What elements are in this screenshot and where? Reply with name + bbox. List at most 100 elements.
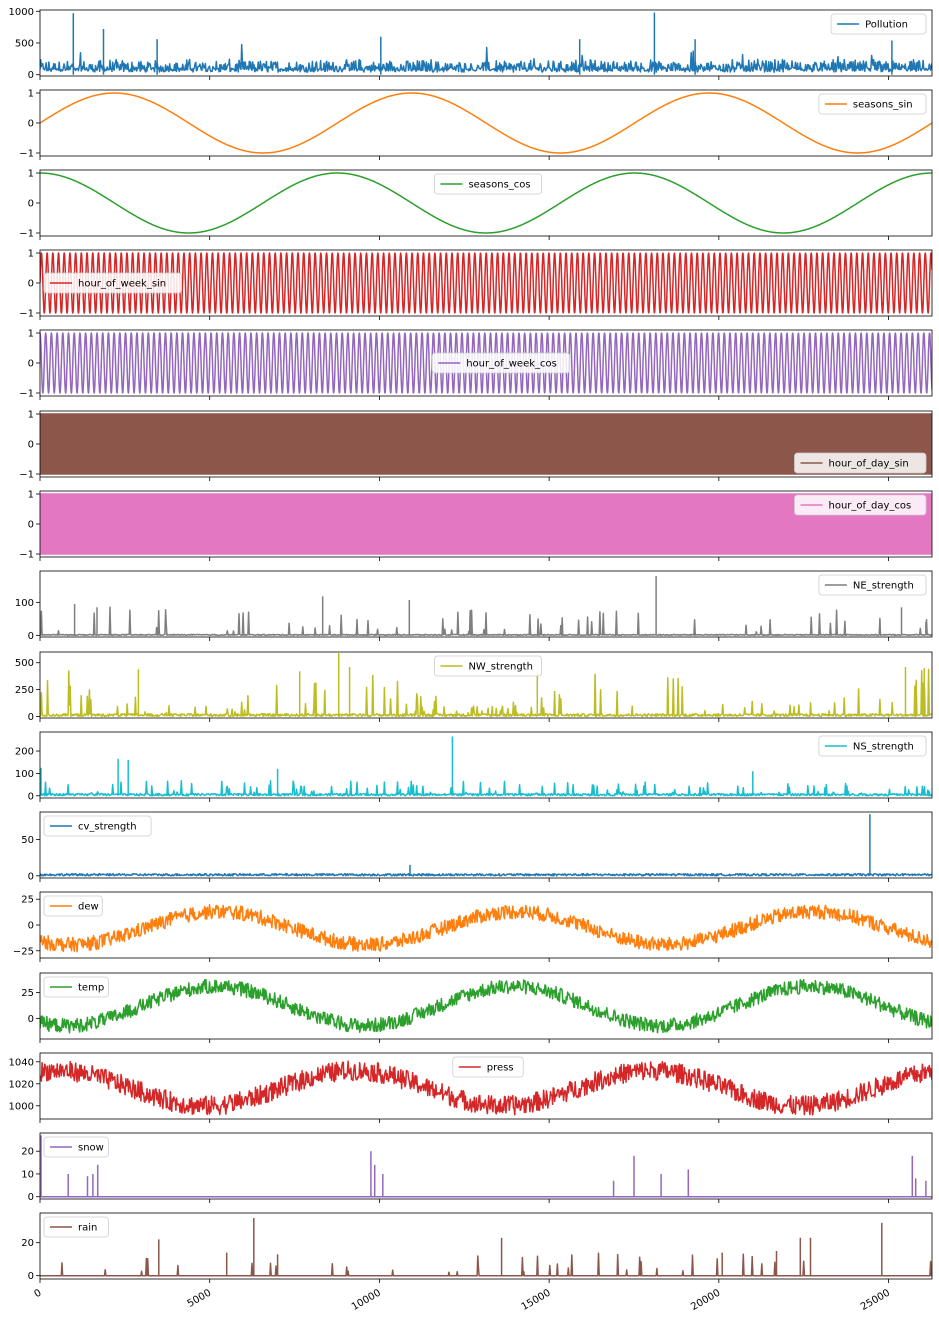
series-line — [40, 978, 932, 1034]
legend-label: rain — [78, 1223, 97, 1234]
panel-seasons-sin: −1 0 1 seasons_sin — [19, 89, 933, 160]
axes-frame — [39, 811, 933, 879]
y-tick-label: 250 — [15, 685, 34, 696]
legend-dew: dew — [43, 895, 103, 917]
axes-frame — [39, 1212, 933, 1280]
legend-press: press — [452, 1056, 524, 1078]
legend-label: NW_strength — [468, 662, 533, 673]
y-tick-label: 0 — [28, 631, 34, 642]
legend-label: seasons_sin — [853, 100, 913, 111]
x-tick-label: 0 — [32, 1288, 43, 1301]
legend-box — [818, 93, 927, 115]
y-tick-label: 0 — [28, 1271, 34, 1282]
y-tick-label: 1 — [28, 329, 34, 340]
series-line — [40, 668, 932, 718]
legend-label: press — [487, 1063, 514, 1074]
series-line — [40, 872, 932, 877]
series-temp — [40, 978, 932, 1034]
y-tick-label: 25 — [21, 895, 34, 906]
y-tick-label: 1 — [28, 490, 34, 501]
panel-temp: 0 25 temp — [21, 972, 933, 1043]
y-tick-label: 1000 — [9, 1101, 34, 1112]
series-line — [40, 172, 932, 234]
legend-ne-strength: NE_strength — [818, 574, 927, 596]
panel-dew: −25 0 25 dew — [13, 891, 933, 962]
y-tick-label: 20 — [21, 1147, 34, 1158]
panel-pollution: 0 500 1000 Pollution — [9, 7, 933, 81]
series-snow — [40, 1135, 932, 1198]
panel-snow: 0 10 20 snow — [21, 1132, 933, 1203]
axes-frame — [39, 891, 933, 959]
y-tick-label: −1 — [19, 389, 34, 400]
y-tick-label: 10 — [21, 1169, 34, 1180]
y-tick-label: 0 — [28, 871, 34, 882]
panel-hour-of-week-cos: −1 0 1 hour_of_week_cos — [19, 329, 933, 400]
legend-hour-of-day-cos: hour_of_day_cos — [794, 494, 927, 516]
series-line — [40, 1252, 932, 1277]
legend-label: NS_strength — [853, 742, 914, 753]
legend-seasons-sin: seasons_sin — [818, 93, 927, 115]
panel-hour-of-week-sin: −1 0 1 hour_of_week_sin — [19, 249, 933, 320]
y-tick-label: 100 — [15, 769, 34, 780]
legend-box — [43, 1136, 109, 1158]
y-tick-label: 1000 — [9, 7, 34, 18]
y-tick-label: 100 — [15, 598, 34, 609]
series-pollution — [40, 12, 932, 75]
series-dew — [40, 904, 932, 953]
series-seasons-cos — [40, 172, 932, 234]
legend-snow: snow — [43, 1136, 109, 1158]
legend-label: dew — [78, 902, 99, 913]
legend-box — [431, 352, 571, 374]
y-tick-label: 0 — [28, 1192, 34, 1203]
panel-ns-strength: 0 100 200 NS_strength — [15, 731, 933, 802]
series-band — [40, 494, 932, 554]
y-tick-label: 0 — [28, 70, 34, 81]
y-tick-label: 25 — [21, 988, 34, 999]
x-tick-label: 5000 — [186, 1288, 214, 1310]
legend-nw-strength: NW_strength — [434, 655, 542, 677]
series-line — [40, 92, 932, 154]
legend-label: hour_of_day_cos — [829, 501, 912, 512]
legend-label: temp — [78, 983, 104, 994]
legend-hour-of-week-sin: hour_of_week_sin — [43, 272, 183, 294]
legend-label: hour_of_day_sin — [829, 459, 909, 470]
series-cv-strength — [40, 814, 932, 877]
y-tick-label: 50 — [21, 835, 34, 846]
series-band — [40, 414, 932, 474]
series-hour-of-week-sin — [40, 252, 932, 314]
y-tick-label: 0 — [28, 1014, 34, 1025]
series-nw-strength — [40, 653, 932, 718]
y-tick-label: −1 — [19, 550, 34, 561]
y-tick-label: 0 — [28, 119, 34, 130]
axes-frame — [39, 972, 933, 1040]
legend-box — [830, 13, 927, 35]
x-tick-label: 15000 — [520, 1288, 553, 1313]
y-tick-label: −25 — [13, 946, 34, 957]
series-hour-of-day-cos — [40, 493, 932, 555]
legend-label: Pollution — [865, 20, 908, 31]
legend-box — [818, 574, 927, 596]
legend-label: NE_strength — [853, 581, 914, 592]
series-line — [40, 904, 932, 953]
y-tick-label: 20 — [21, 1238, 34, 1249]
legend-box — [43, 976, 109, 998]
y-tick-label: 0 — [28, 921, 34, 932]
axes-frame — [39, 731, 933, 799]
y-tick-label: 0 — [28, 712, 34, 723]
series-line — [40, 606, 932, 637]
panel-rain: 0 20 0 5000 10000 15000 20000 25000 rain — [21, 1212, 933, 1313]
series-seasons-sin — [40, 92, 932, 154]
series-line — [40, 43, 932, 73]
y-tick-label: 0 — [28, 359, 34, 370]
legend-box — [434, 173, 542, 195]
y-tick-label: 0 — [28, 520, 34, 531]
legend-pollution: Pollution — [830, 13, 927, 35]
legend-box — [43, 1216, 109, 1238]
axes-frame — [39, 570, 933, 638]
legend-seasons-cos: seasons_cos — [434, 173, 542, 195]
legend-label: hour_of_week_cos — [466, 359, 557, 370]
series-line — [40, 779, 932, 797]
legend-hour-of-week-cos: hour_of_week_cos — [431, 352, 571, 374]
legend-hour-of-day-sin: hour_of_day_sin — [794, 452, 927, 474]
